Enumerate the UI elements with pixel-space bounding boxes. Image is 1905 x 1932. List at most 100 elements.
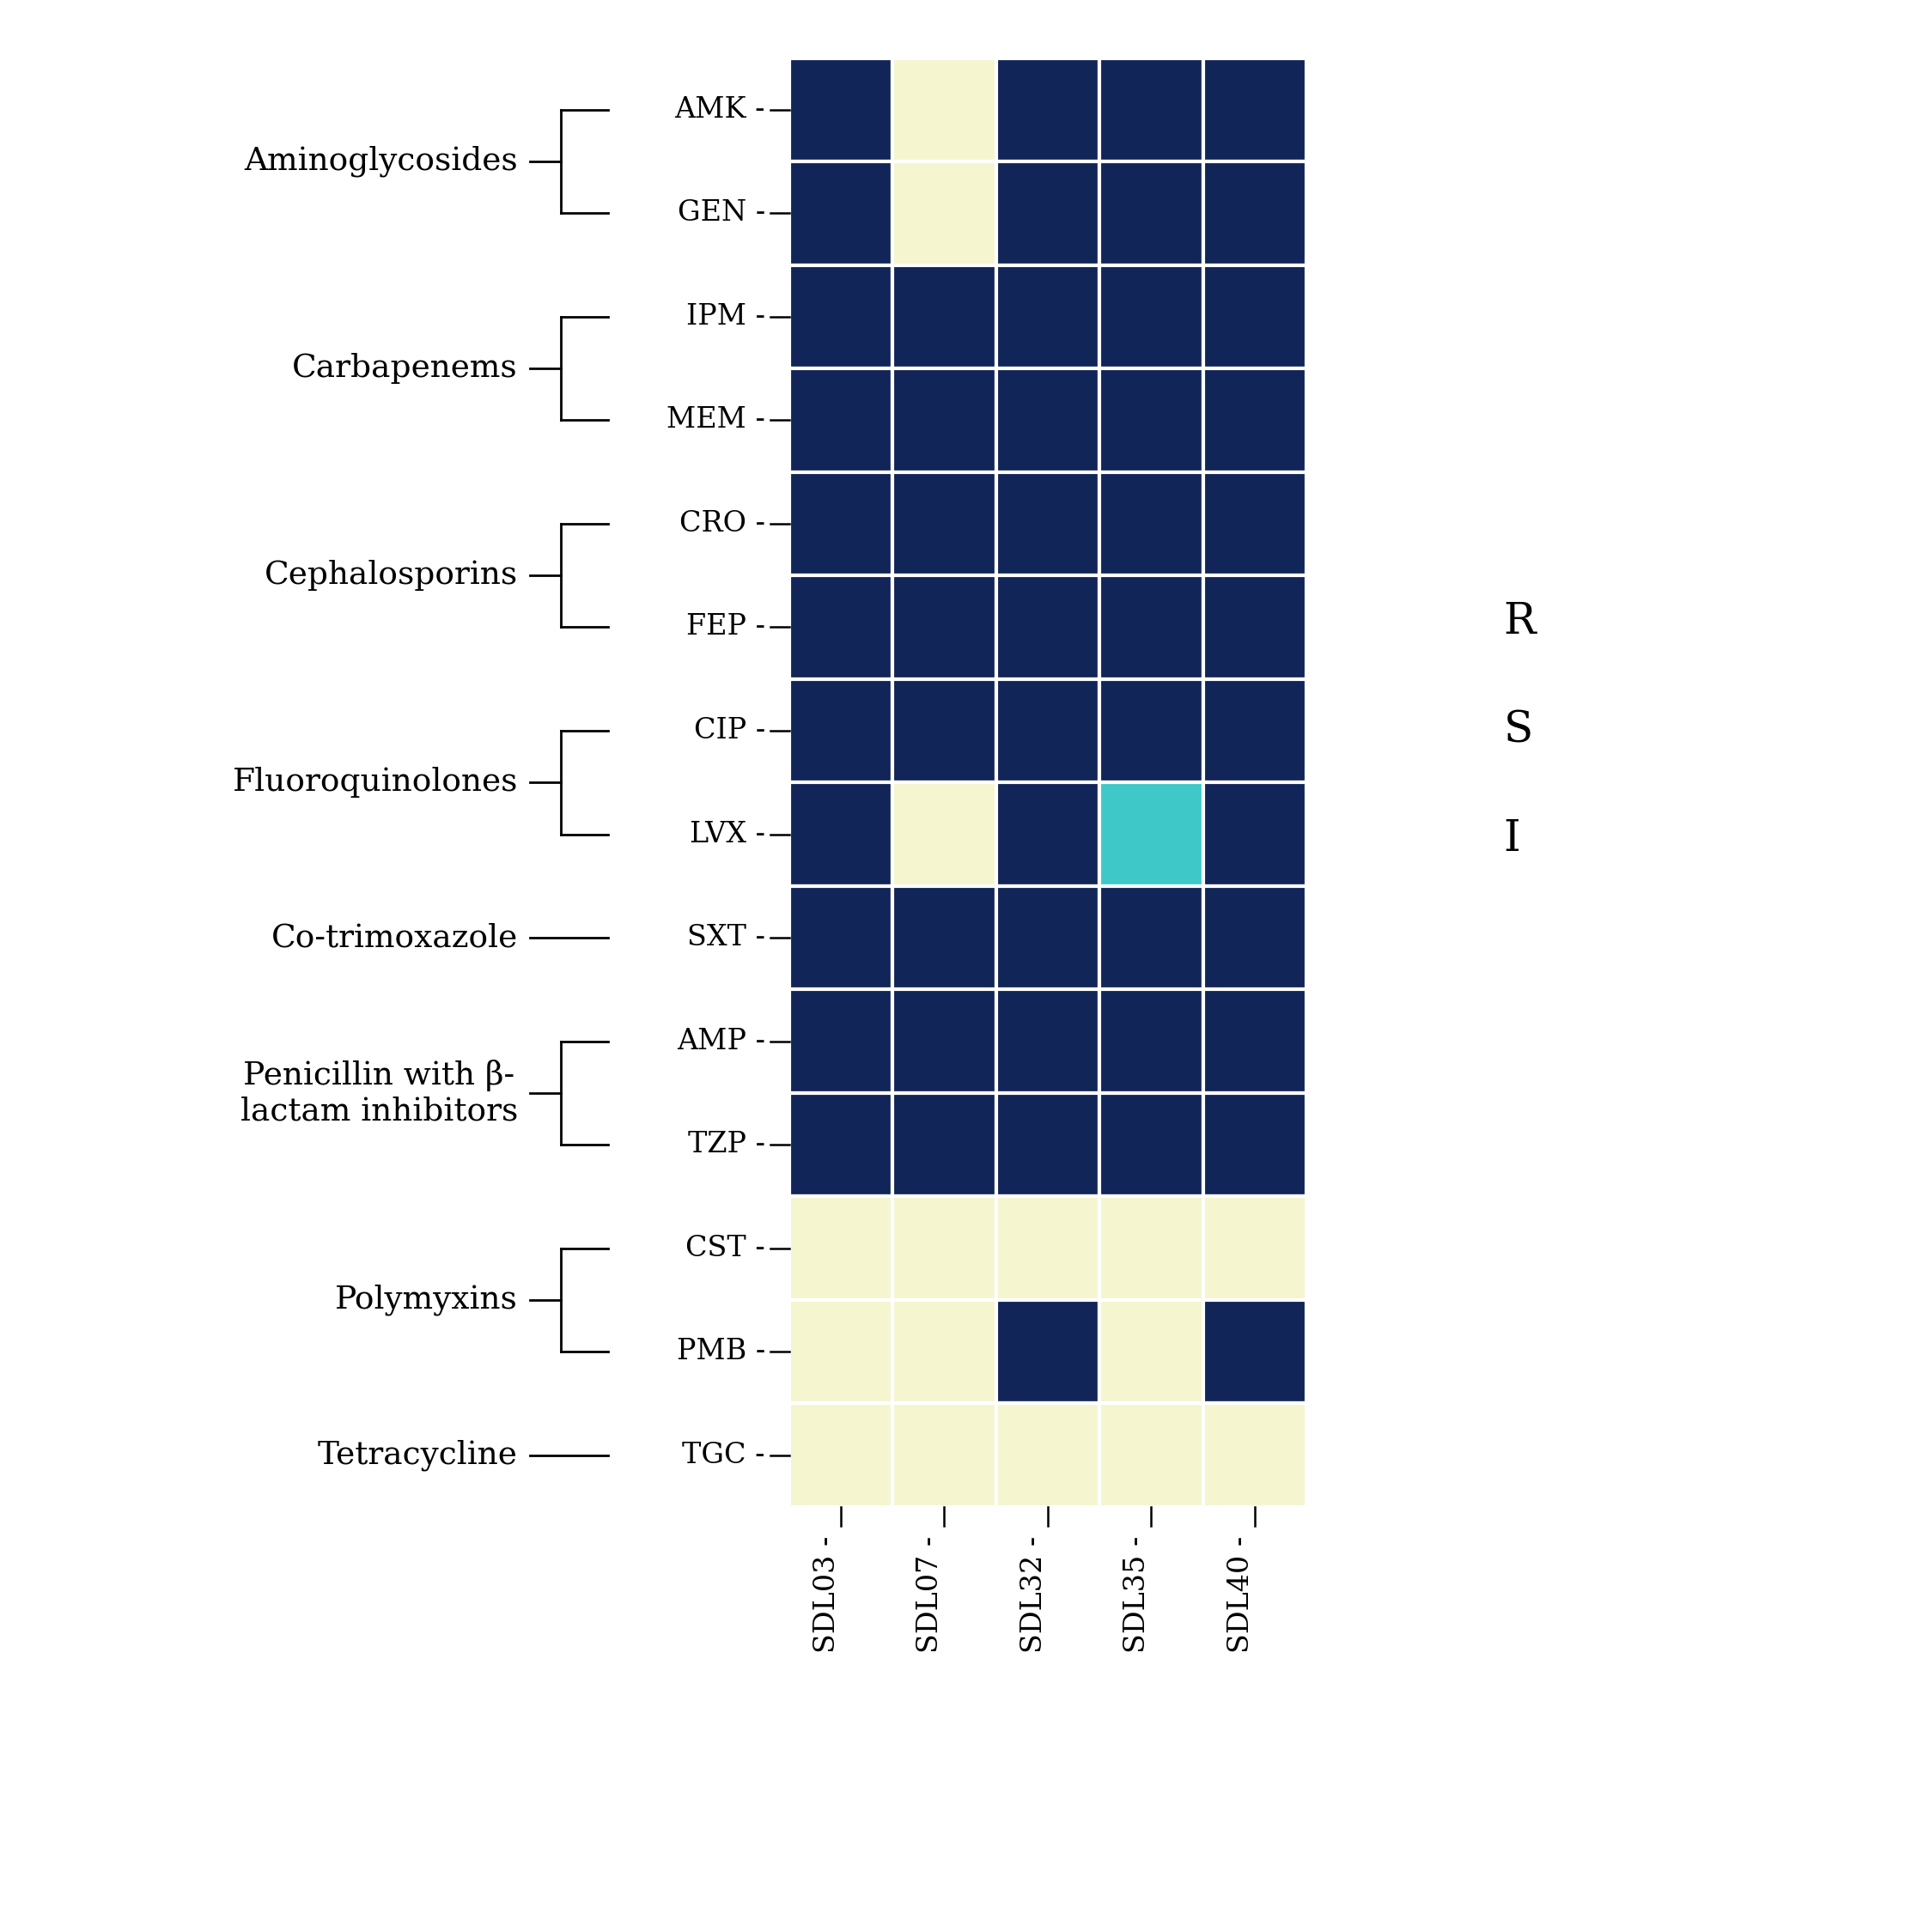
Bar <box>1204 989 1307 1094</box>
Bar <box>892 887 996 989</box>
Text: Fluoroquinolones: Fluoroquinolones <box>232 767 518 798</box>
Text: Carbapenems: Carbapenems <box>291 354 518 384</box>
Bar <box>789 265 892 369</box>
Bar <box>789 782 892 887</box>
Bar <box>1099 1403 1204 1507</box>
Text: Cephalosporins: Cephalosporins <box>265 560 518 591</box>
Bar <box>1099 678 1204 782</box>
Text: Tetracycline: Tetracycline <box>318 1439 518 1470</box>
Text: CRO -: CRO - <box>680 510 766 537</box>
Text: SXT -: SXT - <box>688 923 766 951</box>
Bar <box>1099 887 1204 989</box>
Text: AMP -: AMP - <box>676 1028 766 1055</box>
Text: SDL07 -: SDL07 - <box>916 1536 945 1654</box>
Bar <box>789 162 892 265</box>
Bar <box>892 265 996 369</box>
Text: SDL35 -: SDL35 - <box>1124 1536 1151 1654</box>
Bar <box>1204 887 1307 989</box>
Bar <box>1204 265 1307 369</box>
Bar <box>1368 570 1473 674</box>
Text: R: R <box>1503 601 1535 643</box>
Bar <box>1099 369 1204 471</box>
Bar <box>996 369 1099 471</box>
Bar <box>1204 1196 1307 1300</box>
Bar <box>1099 58 1204 162</box>
Bar <box>1099 471 1204 576</box>
Bar <box>789 369 892 471</box>
Bar <box>996 471 1099 576</box>
Text: TZP -: TZP - <box>688 1130 766 1159</box>
Bar <box>789 1094 892 1196</box>
Text: AMK -: AMK - <box>674 97 766 124</box>
Bar <box>996 576 1099 678</box>
Bar <box>1204 369 1307 471</box>
Bar <box>996 989 1099 1094</box>
Bar <box>1204 678 1307 782</box>
Bar <box>1099 989 1204 1094</box>
Text: I: I <box>1503 817 1520 860</box>
Bar <box>1204 1300 1307 1403</box>
Text: TGC -: TGC - <box>682 1441 766 1468</box>
Bar <box>1099 1300 1204 1403</box>
Bar <box>892 1403 996 1507</box>
Bar <box>1204 162 1307 265</box>
Bar <box>1099 1196 1204 1300</box>
Text: LVX -: LVX - <box>690 821 766 848</box>
Bar <box>892 782 996 887</box>
Bar <box>789 989 892 1094</box>
Bar <box>1204 471 1307 576</box>
Text: CST -: CST - <box>686 1235 766 1262</box>
Bar <box>789 1300 892 1403</box>
Text: SDL40 -: SDL40 - <box>1227 1536 1255 1654</box>
Bar <box>789 887 892 989</box>
Text: FEP -: FEP - <box>686 614 766 641</box>
Text: PMB -: PMB - <box>676 1339 766 1366</box>
Bar <box>1204 576 1307 678</box>
Text: Aminoglycosides: Aminoglycosides <box>244 145 518 178</box>
Text: CIP -: CIP - <box>693 717 766 744</box>
Text: SDL03 -: SDL03 - <box>813 1536 840 1654</box>
Bar <box>892 1094 996 1196</box>
Bar <box>892 58 996 162</box>
Bar <box>1099 576 1204 678</box>
Text: IPM -: IPM - <box>686 303 766 330</box>
Bar <box>996 58 1099 162</box>
Bar <box>1204 1403 1307 1507</box>
Bar <box>789 471 892 576</box>
Bar <box>996 678 1099 782</box>
Bar <box>892 989 996 1094</box>
Bar <box>892 471 996 576</box>
Text: Co-trimoxazole: Co-trimoxazole <box>271 922 518 952</box>
Bar <box>892 576 996 678</box>
Bar <box>892 162 996 265</box>
Bar <box>789 1196 892 1300</box>
Bar <box>1099 162 1204 265</box>
Bar <box>892 1196 996 1300</box>
Bar <box>892 1300 996 1403</box>
Bar <box>1368 788 1473 891</box>
Text: SDL32 -: SDL32 - <box>1021 1536 1048 1654</box>
Bar <box>789 678 892 782</box>
Bar <box>789 58 892 162</box>
Bar <box>1099 782 1204 887</box>
Text: Penicillin with β-
lactam inhibitors: Penicillin with β- lactam inhibitors <box>240 1059 518 1126</box>
Bar <box>996 162 1099 265</box>
Bar <box>1099 1094 1204 1196</box>
Bar <box>996 1300 1099 1403</box>
Bar <box>892 678 996 782</box>
Bar <box>996 782 1099 887</box>
Text: S: S <box>1503 709 1534 752</box>
Text: Polymyxins: Polymyxins <box>335 1285 518 1316</box>
Bar <box>996 1403 1099 1507</box>
Bar <box>1204 58 1307 162</box>
Bar <box>1204 1094 1307 1196</box>
Bar <box>789 1403 892 1507</box>
Bar <box>1368 678 1473 782</box>
Bar <box>996 1094 1099 1196</box>
Bar <box>1099 265 1204 369</box>
Bar <box>789 576 892 678</box>
Bar <box>1204 782 1307 887</box>
Text: GEN -: GEN - <box>678 199 766 226</box>
Bar <box>892 369 996 471</box>
Text: MEM -: MEM - <box>667 406 766 435</box>
